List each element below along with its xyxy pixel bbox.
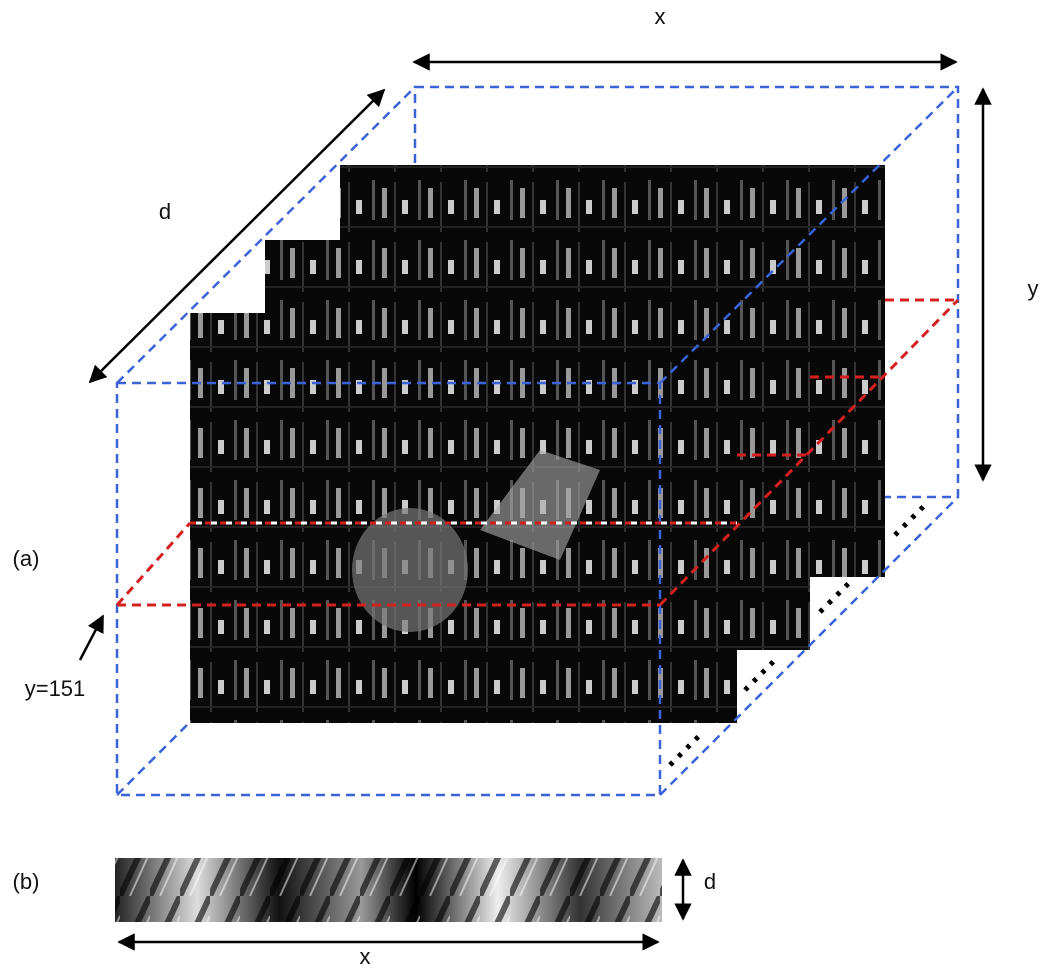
axis-label: d xyxy=(704,869,716,894)
axis-label: x xyxy=(655,4,666,29)
panel-label: (a) xyxy=(13,546,40,571)
frame-object xyxy=(352,508,468,632)
axis-label: y xyxy=(1028,276,1039,301)
ellipsis xyxy=(895,505,925,535)
slice-line xyxy=(117,523,190,605)
slice-label: y=151 xyxy=(25,676,86,701)
ellipsis xyxy=(820,582,850,612)
diagram: x y d (a) y=151 (b) d x xyxy=(0,0,1043,968)
video-frame xyxy=(190,313,737,723)
panel-label: (b) xyxy=(13,869,40,894)
slice-pointer xyxy=(80,616,103,660)
axis-label: x xyxy=(360,944,371,968)
axis-label: d xyxy=(159,199,171,224)
slice-image xyxy=(115,858,662,922)
